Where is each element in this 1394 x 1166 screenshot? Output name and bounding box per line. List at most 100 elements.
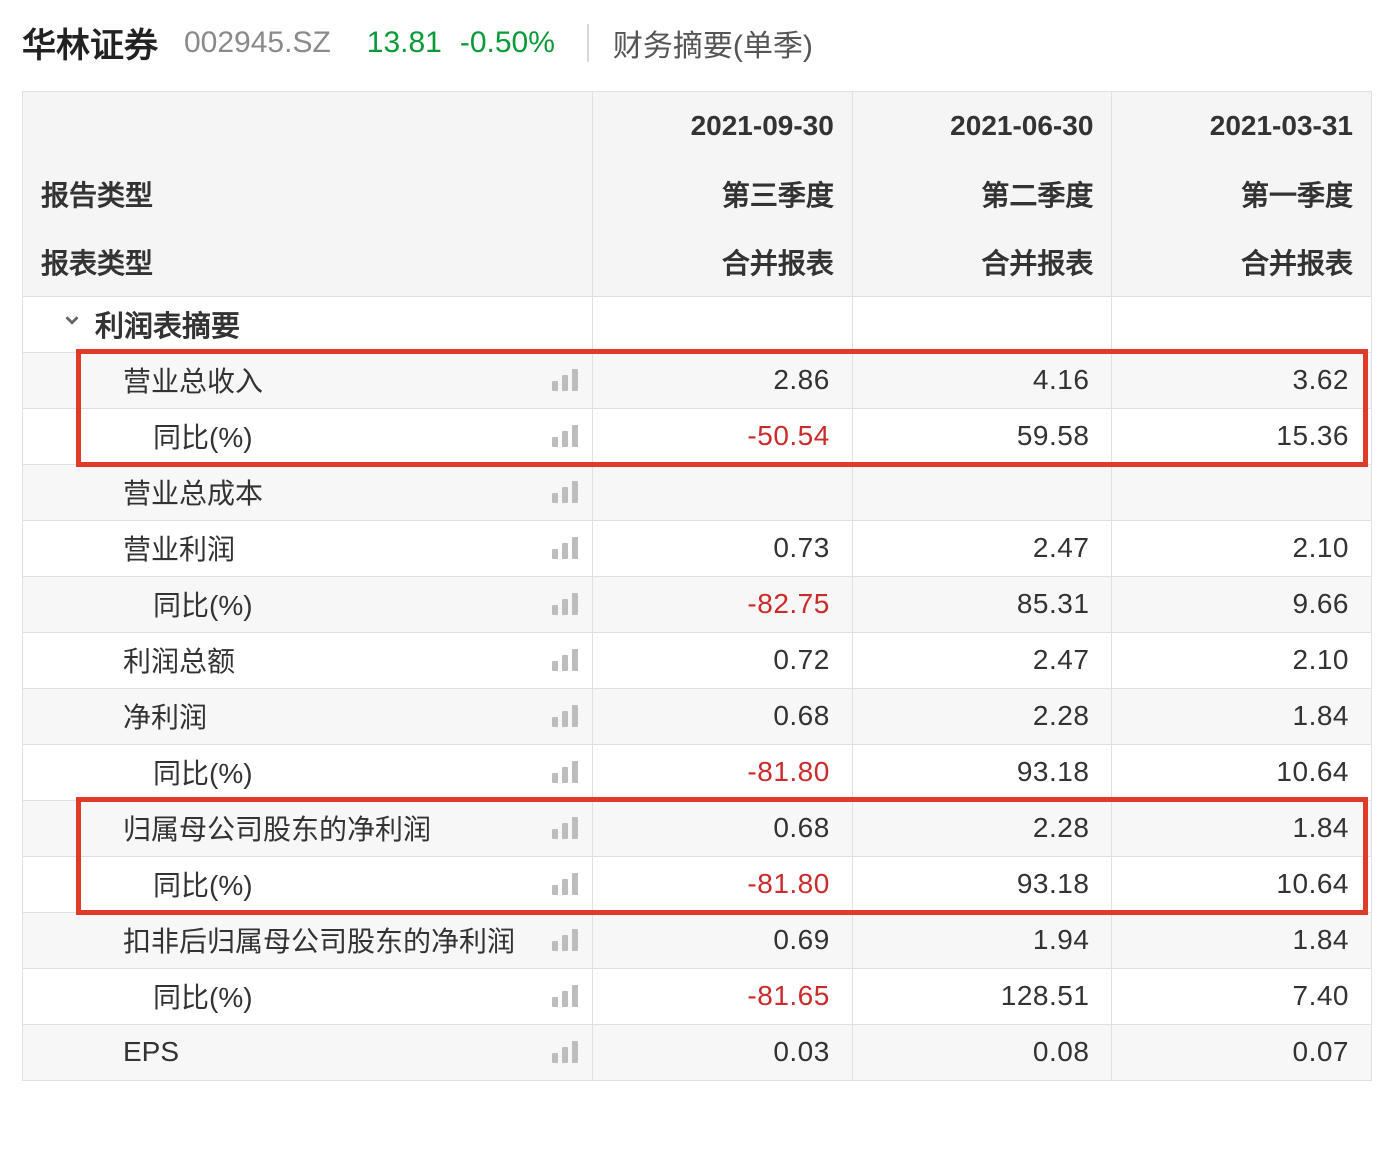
financial-table: 报告类型 2021-09-30 2021-06-30 2021-03-31 第三… xyxy=(22,91,1372,1081)
section-row[interactable]: 利润表摘要 xyxy=(23,296,1372,352)
cell-value: 2.47 xyxy=(852,632,1112,688)
table-row[interactable]: 营业利润 0.732.472.10 xyxy=(23,520,1372,576)
cell-value: 93.18 xyxy=(852,856,1112,912)
cell-value: 15.36 xyxy=(1112,408,1372,464)
financial-table-wrap: 报告类型 2021-09-30 2021-06-30 2021-03-31 第三… xyxy=(0,91,1394,1081)
cell-value: -50.54 xyxy=(593,408,853,464)
cell-value: 0.72 xyxy=(593,632,853,688)
cell-value: 10.64 xyxy=(1112,856,1372,912)
bar-chart-icon[interactable] xyxy=(552,761,578,783)
cell-value: 59.58 xyxy=(852,408,1112,464)
table-row[interactable]: 营业总成本 xyxy=(23,464,1372,520)
cell-value: 2.47 xyxy=(852,520,1112,576)
cell-value: -82.75 xyxy=(593,576,853,632)
bar-chart-icon[interactable] xyxy=(552,929,578,951)
table-row[interactable]: 同比(%)-81.65128.517.40 xyxy=(23,968,1372,1024)
cell-value: -81.65 xyxy=(593,968,853,1024)
col-stmt-0: 合并报表 xyxy=(593,228,853,297)
row-label: 归属母公司股东的净利润 xyxy=(123,808,552,848)
cell-value: 2.28 xyxy=(852,688,1112,744)
row-label: 净利润 xyxy=(123,696,552,736)
cell-value: 2.10 xyxy=(1112,520,1372,576)
bar-chart-icon[interactable] xyxy=(552,537,578,559)
bar-chart-icon[interactable] xyxy=(552,1041,578,1063)
bar-chart-icon[interactable] xyxy=(552,425,578,447)
bar-chart-icon[interactable] xyxy=(552,873,578,895)
cell-value: 7.40 xyxy=(1112,968,1372,1024)
summary-title: 财务摘要(单季) xyxy=(613,21,813,65)
cell-value xyxy=(1112,464,1372,520)
stock-price: 13.81 xyxy=(367,26,442,60)
cell-value: -81.80 xyxy=(593,744,853,800)
bar-chart-icon[interactable] xyxy=(552,369,578,391)
table-row[interactable]: 扣非后归属母公司股东的净利润 0.691.941.84 xyxy=(23,912,1372,968)
row-label: 扣非后归属母公司股东的净利润 xyxy=(123,920,552,960)
table-row[interactable]: 同比(%) -81.8093.1810.64 xyxy=(23,856,1372,912)
header-report-type: 报告类型 xyxy=(23,92,593,228)
cell-value: 0.08 xyxy=(852,1024,1112,1080)
cell-value: 1.94 xyxy=(852,912,1112,968)
cell-value: 0.68 xyxy=(593,688,853,744)
table-row[interactable]: 归属母公司股东的净利润 0.682.281.84 xyxy=(23,800,1372,856)
table-row[interactable]: 净利润 0.682.281.84 xyxy=(23,688,1372,744)
bar-chart-icon[interactable] xyxy=(552,985,578,1007)
col-date-1[interactable]: 2021-06-30 xyxy=(852,92,1112,160)
cell-value: 9.66 xyxy=(1112,576,1372,632)
row-label: 同比(%) xyxy=(153,584,552,624)
stock-header: 华林证券 002945.SZ 13.81 -0.50% 财务摘要(单季) xyxy=(0,0,1394,91)
section-title: 利润表摘要 xyxy=(95,303,578,345)
col-quarter-2: 第一季度 xyxy=(1112,160,1372,228)
table-row[interactable]: EPS 0.030.080.07 xyxy=(23,1024,1372,1080)
table-row[interactable]: 同比(%) -81.8093.1810.64 xyxy=(23,744,1372,800)
cell-value: 2.10 xyxy=(1112,632,1372,688)
chevron-down-icon[interactable] xyxy=(61,306,83,338)
header-statement-type: 报表类型 xyxy=(23,228,593,297)
table-row[interactable]: 同比(%) -82.7585.319.66 xyxy=(23,576,1372,632)
cell-value xyxy=(593,464,853,520)
header-divider xyxy=(587,24,589,62)
cell-value: 4.16 xyxy=(852,352,1112,408)
row-label: 营业总收入 xyxy=(123,360,552,400)
cell-value: 3.62 xyxy=(1112,352,1372,408)
row-label: EPS xyxy=(123,1036,552,1068)
cell-value: 1.84 xyxy=(1112,912,1372,968)
cell-value: 93.18 xyxy=(852,744,1112,800)
stock-ticker: 002945.SZ xyxy=(184,26,331,60)
row-label: 营业利润 xyxy=(123,528,552,568)
cell-value: 0.03 xyxy=(593,1024,853,1080)
row-label: 利润总额 xyxy=(123,640,552,680)
cell-value xyxy=(852,464,1112,520)
cell-value: 0.68 xyxy=(593,800,853,856)
cell-value: 2.86 xyxy=(593,352,853,408)
row-label: 同比(%) xyxy=(153,752,552,792)
stock-name[interactable]: 华林证券 xyxy=(22,18,158,67)
bar-chart-icon[interactable] xyxy=(552,817,578,839)
bar-chart-icon[interactable] xyxy=(552,593,578,615)
cell-value: 1.84 xyxy=(1112,800,1372,856)
table-row[interactable]: 利润总额 0.722.472.10 xyxy=(23,632,1372,688)
cell-value: 128.51 xyxy=(852,968,1112,1024)
row-label: 同比(%) xyxy=(153,864,552,904)
cell-value: -81.80 xyxy=(593,856,853,912)
cell-value: 0.07 xyxy=(1112,1024,1372,1080)
col-stmt-2: 合并报表 xyxy=(1112,228,1372,297)
cell-value: 2.28 xyxy=(852,800,1112,856)
col-quarter-0: 第三季度 xyxy=(593,160,853,228)
col-quarter-1: 第二季度 xyxy=(852,160,1112,228)
col-date-0[interactable]: 2021-09-30 xyxy=(593,92,853,160)
cell-value: 10.64 xyxy=(1112,744,1372,800)
bar-chart-icon[interactable] xyxy=(552,649,578,671)
col-stmt-1: 合并报表 xyxy=(852,228,1112,297)
row-label: 营业总成本 xyxy=(123,472,552,512)
table-row[interactable]: 营业总收入 2.864.163.62 xyxy=(23,352,1372,408)
cell-value: 85.31 xyxy=(852,576,1112,632)
cell-value: 1.84 xyxy=(1112,688,1372,744)
cell-value: 0.69 xyxy=(593,912,853,968)
bar-chart-icon[interactable] xyxy=(552,705,578,727)
cell-value: 0.73 xyxy=(593,520,853,576)
stock-change: -0.50% xyxy=(460,26,555,60)
row-label: 同比(%) xyxy=(153,416,552,456)
col-date-2[interactable]: 2021-03-31 xyxy=(1112,92,1372,160)
table-row[interactable]: 同比(%) -50.5459.5815.36 xyxy=(23,408,1372,464)
bar-chart-icon[interactable] xyxy=(552,481,578,503)
